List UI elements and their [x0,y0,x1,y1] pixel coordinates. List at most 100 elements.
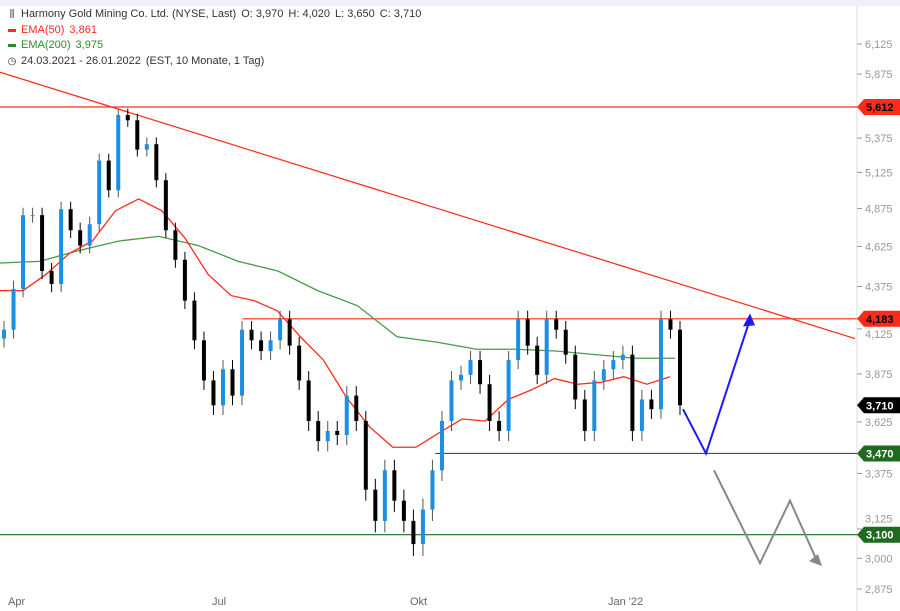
price-label-resistance [857,310,900,327]
candle-body [173,230,178,260]
instrument-row: ⫼ Harmony Gold Mining Co. Ltd. (NYSE, La… [6,7,422,23]
ema200-label: EMA(200) [21,39,71,51]
candle-body [325,430,330,442]
candle-body [192,300,197,341]
x-tick-label: Okt [410,596,427,608]
candle-body [601,369,606,381]
clock-icon: ◷ [7,55,17,67]
candle-body [430,470,435,510]
candle-body [59,209,64,284]
arrow-head-alt [809,554,822,567]
ema200-line [0,235,675,359]
trendline [0,71,856,340]
projection-arrow-alt [713,469,819,566]
price-label-text: 4,183 [866,314,894,326]
candle-body [478,360,483,385]
candle-body [497,420,502,431]
price-label-support [857,526,900,543]
range-row: ◷ 24.03.2021 - 26.01.2022 (EST, 10 Monat… [6,54,421,70]
y-tick-label: 5,375 [865,133,893,145]
candle-body [516,319,521,361]
candle-body [468,360,473,375]
candle-body [78,230,83,246]
y-tick-label: 2,875 [865,584,893,596]
top-bar [0,0,900,6]
candle-body [154,144,159,181]
range-info: (EST, 10 Monate, 1 Tag) [145,54,265,67]
candle-body [259,340,264,352]
price-label-text: 3,710 [866,400,894,412]
candle-body [182,259,187,301]
chart-legend: ⫼ Harmony Gold Mining Co. Ltd. (NYSE, La… [6,7,422,70]
candle-body [411,520,416,545]
price-label-last [857,397,900,414]
candle-body [658,319,663,410]
candle-body [363,420,368,490]
candle-body [620,354,625,361]
candle-body [49,270,54,284]
date-range: 24.03.2021 - 26.01.2022 [21,54,141,67]
candle-body [373,489,378,521]
y-tick-label: 4,125 [865,329,893,341]
y-tick-label: 3,000 [865,553,893,565]
candlestick-icon: ⫼ [9,9,15,20]
candle-body [563,329,568,355]
candle-body [297,345,302,381]
candle-body [525,319,530,346]
candle-body [278,319,283,341]
candle-body [382,470,387,521]
candle-body [535,345,540,375]
candle-body [401,500,406,521]
candle-body [316,420,321,442]
candle-body [592,380,597,431]
candle-body [392,470,397,501]
price-label-text: 3,100 [866,530,894,542]
candle-body [21,215,26,289]
candle-body [639,399,644,431]
x-tick-label: Jan '22 [608,596,643,608]
y-tick-label: 4,875 [865,203,893,215]
ema50-value: 3,861 [69,23,97,36]
candle-body [97,160,102,225]
candle-body [582,399,587,431]
ema50-swatch [8,28,16,32]
price-label-text: 3,470 [866,448,894,460]
candle-body [449,380,454,421]
x-tick-label: Apr [8,596,25,608]
instrument-name: Harmony Gold Mining Co. Ltd. (NYSE, Last… [21,8,237,20]
arrow-head-primary [743,313,755,327]
candle-body [163,180,168,231]
candle-body [287,319,292,346]
candle-body [87,224,92,246]
candle-body [2,329,6,339]
candle-body [30,215,35,217]
candle-body [144,144,149,150]
candle-body [220,369,225,406]
x-tick-label: Jul [212,596,226,608]
projection-arrow-primary [682,319,751,457]
ema50-line [0,198,671,448]
low-value: L: 3,650 [335,8,375,20]
price-label-resistance [857,99,900,116]
candle-body [116,115,121,191]
candle-body [344,395,349,436]
y-tick-label: 4,375 [865,281,893,293]
candle-body [668,319,673,330]
price-label-text: 5,612 [866,102,894,114]
candle-body [40,215,45,271]
candle-body [439,420,444,471]
y-tick-label: 3,125 [865,514,893,526]
candle-body [125,115,130,121]
candle-body [306,380,311,421]
candle-body [135,120,140,150]
ema200-row: EMA(200) 3,975 [6,38,421,54]
y-tick-label: 4,625 [865,241,893,253]
ema200-swatch [8,44,16,48]
candle-body [249,329,254,341]
candle-body [630,354,635,431]
close-value: C: 3,710 [379,8,422,20]
ema50-row: EMA(50) 3,861 [6,23,421,39]
candle-body [211,380,216,406]
candle-body [506,360,511,431]
